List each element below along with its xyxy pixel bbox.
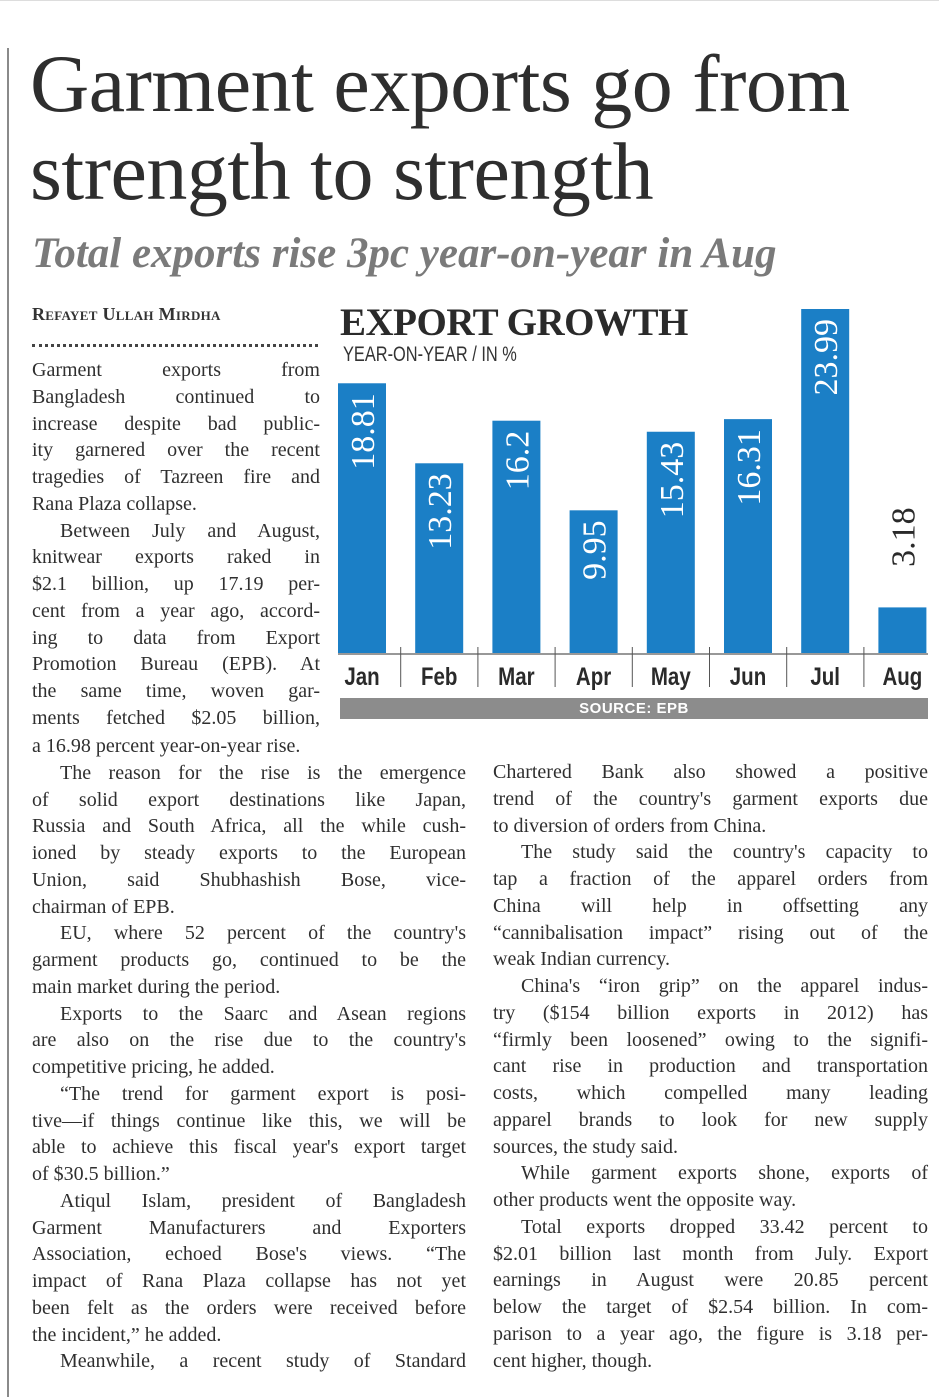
article-line: Promotion Bureau (EPB). At bbox=[32, 653, 320, 676]
article-line: been felt as the orders were received be… bbox=[32, 1296, 466, 1319]
article-line: Atiqul Islam, president of Bangladesh bbox=[60, 1189, 466, 1212]
article-line: increase despite bad public- bbox=[32, 412, 320, 435]
article-line: try ($154 billion exports in 2012) has bbox=[493, 1001, 928, 1024]
article-line: weak Indian currency. bbox=[493, 948, 670, 971]
month-label: May bbox=[651, 662, 691, 690]
article-column-left: a 16.98 percent year-on-year rise. The re… bbox=[32, 733, 466, 1375]
article-line: below the target of $2.54 billion. In co… bbox=[493, 1296, 928, 1318]
chart-source: SOURCE: EPB bbox=[340, 698, 928, 719]
article-line: “firmly been loosened” owing to the sign… bbox=[493, 1028, 928, 1051]
article-line: The study said the country's capacity to bbox=[521, 841, 928, 864]
bar-value-label: 18.81 bbox=[345, 393, 382, 470]
bar-may bbox=[646, 431, 695, 653]
article-line: Russia and South Africa, all the while c… bbox=[32, 815, 466, 838]
article-line: garment products go, continued to be the bbox=[32, 949, 466, 971]
article-line: impact of Rana Plaza collapse has not ye… bbox=[32, 1270, 466, 1292]
article-line: $2.01 billion last month from July. Expo… bbox=[493, 1242, 928, 1265]
article-line: Meanwhile, a recent study of Standard bbox=[60, 1350, 466, 1373]
article-line: main market during the period. bbox=[32, 975, 281, 998]
article-line: China will help in offsetting any bbox=[493, 894, 928, 917]
article-line: trend of the country's garment exports d… bbox=[493, 787, 928, 810]
left-border-rule bbox=[7, 48, 9, 1397]
article-line: tive—if things continue like this, we wi… bbox=[32, 1109, 466, 1132]
headline: Garment exports go from strength to stren… bbox=[30, 38, 850, 217]
month-label: Mar bbox=[498, 662, 535, 690]
bar-jul bbox=[801, 309, 850, 653]
month-label: Feb bbox=[421, 662, 457, 690]
bar-value-label: 23.99 bbox=[808, 319, 845, 396]
article-line: to diversion of orders from China. bbox=[493, 814, 767, 837]
article-line: a 16.98 percent year-on-year rise. bbox=[32, 735, 301, 757]
article-line: ments fetched $2.05 billion, bbox=[32, 706, 320, 729]
article-line: cent from a year ago, accord- bbox=[32, 599, 320, 622]
subheadline: Total exports rise 3pc year-on-year in A… bbox=[32, 230, 777, 277]
article-line: Between July and August, bbox=[60, 519, 320, 542]
article-line: knitwear exports raked in bbox=[32, 546, 320, 569]
bar-value-label: 16.2 bbox=[499, 431, 536, 491]
bar-value-label: 16.31 bbox=[731, 429, 768, 506]
article-line: chairman of EPB. bbox=[32, 895, 175, 918]
article-line: The reason for the rise is the emergence bbox=[60, 761, 466, 784]
article-line: Total exports dropped 33.42 percent to bbox=[521, 1215, 928, 1238]
article-line: the incident,” he added. bbox=[32, 1323, 222, 1346]
bar-value-label: 3.18 bbox=[885, 507, 922, 567]
article-column-right: Chartered Bank also showed a positive tre… bbox=[493, 759, 928, 1374]
article-line: “The trend for garment export is posi- bbox=[60, 1082, 466, 1105]
article-line: “cannibalisation impact” rising out of t… bbox=[493, 921, 928, 944]
article-line: $2.1 billion, up 17.19 per- bbox=[32, 573, 320, 595]
article-line: Garment exports from bbox=[32, 359, 320, 381]
chart-subtitle: YEAR-ON-YEAR / IN % bbox=[343, 343, 517, 366]
bar-feb bbox=[415, 463, 464, 653]
article-line: sources, the study said. bbox=[493, 1135, 678, 1158]
article-line: apparel brands to look for new supply bbox=[493, 1108, 928, 1131]
article-line: are also on the rise due to the country'… bbox=[32, 1029, 466, 1052]
article-line: of $30.5 billion.” bbox=[32, 1163, 170, 1185]
article-line: China's “iron grip” on the apparel indus… bbox=[521, 975, 928, 997]
bar-jun bbox=[724, 419, 772, 653]
month-label: Jul bbox=[810, 662, 840, 690]
bar-aug bbox=[878, 607, 927, 653]
article-line: able to achieve this fiscal year's expor… bbox=[32, 1136, 466, 1159]
month-label: Aug bbox=[882, 662, 922, 690]
article-line: tragedies of Tazreen fire and bbox=[32, 466, 320, 488]
article-line: earnings in August were 20.85 percent bbox=[493, 1269, 928, 1292]
article-line: tap a fraction of the apparel orders fro… bbox=[493, 868, 928, 890]
byline: Refayet Ullah Mirdha bbox=[32, 304, 221, 324]
article-line: ioned by steady exports to the European bbox=[32, 842, 466, 864]
article-column-top-left: Garment exports from Bangladesh continued… bbox=[32, 357, 320, 732]
chart-title: EXPORT GROWTH bbox=[340, 301, 688, 344]
bar-value-label: 13.23 bbox=[422, 473, 459, 550]
article-line: Rana Plaza collapse. bbox=[32, 492, 197, 515]
article-line: EU, where 52 percent of the country's bbox=[60, 922, 466, 945]
article-line: Association, echoed Bose's views. “The bbox=[32, 1243, 466, 1266]
article-line: cant rise in production and transportati… bbox=[493, 1055, 928, 1078]
article-line: Union, said Shubhashish Bose, vice- bbox=[32, 868, 466, 891]
month-label: Jun bbox=[730, 662, 766, 690]
bar-apr bbox=[569, 510, 618, 653]
article-line: Exports to the Saarc and Asean regions bbox=[60, 1002, 466, 1025]
dotted-divider bbox=[32, 344, 318, 347]
top-border bbox=[0, 0, 939, 1]
bar-value-label: 15.43 bbox=[654, 442, 691, 519]
bar-mar bbox=[492, 420, 541, 653]
article-line: the same time, woven gar- bbox=[32, 680, 320, 702]
bar-value-label: 9.95 bbox=[577, 520, 614, 580]
article-line: other products went the opposite way. bbox=[493, 1189, 797, 1211]
article-line: ing to data from Export bbox=[32, 626, 320, 649]
bar-jan bbox=[338, 383, 386, 653]
article-line: Chartered Bank also showed a positive bbox=[493, 761, 928, 783]
month-label: Jan bbox=[344, 662, 379, 690]
article-line: costs, which compelled many leading bbox=[493, 1082, 928, 1104]
article-line: Bangladesh continued to bbox=[32, 385, 320, 408]
article-line: cent higher, though. bbox=[493, 1349, 653, 1372]
article-line: competitive pricing, he added. bbox=[32, 1056, 275, 1078]
article-line: Garment Manufacturers and Exporters bbox=[32, 1216, 466, 1239]
article-line: While garment exports shone, exports of bbox=[521, 1162, 928, 1185]
article-line: of solid export destinations like Japan, bbox=[32, 788, 466, 811]
article-line: ity garnered over the recent bbox=[32, 439, 320, 462]
article-line: parison to a year ago, the figure is 3.1… bbox=[493, 1322, 928, 1345]
month-label: Apr bbox=[576, 662, 611, 690]
